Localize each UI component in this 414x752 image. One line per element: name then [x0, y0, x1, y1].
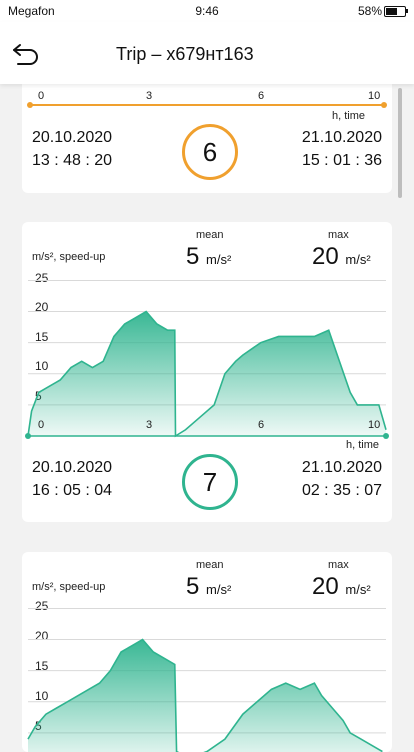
- x-axis-title: h, time: [346, 439, 379, 451]
- x-tick-label: 3: [146, 419, 152, 431]
- start-date: 20.10.2020: [32, 459, 112, 477]
- status-bar: Megafon 9:46 58%: [0, 0, 414, 22]
- speedup-chart: [22, 222, 392, 452]
- start-time: 16 : 05 : 04: [32, 482, 112, 500]
- clock: 9:46: [0, 4, 414, 18]
- battery-percent: 58%: [358, 4, 382, 18]
- app-header: Trip – x679нт163: [0, 22, 414, 84]
- trip-card[interactable]: mean max 5 m/s² 20 m/s² m/s², speed-up 2…: [22, 222, 392, 522]
- x-tick-label: 6: [258, 90, 264, 102]
- end-date: 21.10.2020: [302, 129, 382, 147]
- speedup-chart: [22, 552, 392, 752]
- x-tick-label: 6: [258, 419, 264, 431]
- end-date: 21.10.2020: [302, 459, 382, 477]
- start-date: 20.10.2020: [32, 129, 112, 147]
- x-tick-label: 0: [38, 90, 44, 102]
- trip-number: 6: [203, 137, 217, 168]
- back-button[interactable]: [10, 38, 42, 68]
- trip-number-badge: 7: [182, 454, 238, 510]
- trip-card[interactable]: mean max 5 m/s² 20 m/s² m/s², speed-up 2…: [22, 552, 392, 752]
- axis-start-marker: [25, 433, 31, 439]
- end-time: 15 : 01 : 36: [302, 152, 382, 170]
- x-tick-label: 0: [38, 419, 44, 431]
- start-time: 13 : 48 : 20: [32, 152, 112, 170]
- x-axis-title: h, time: [332, 110, 365, 122]
- x-tick-label: 10: [368, 419, 380, 431]
- trip-number-badge: 6: [182, 124, 238, 180]
- battery-icon: [384, 6, 406, 17]
- trip-card[interactable]: 0 3 6 10 h, time 20.10.2020 13 : 48 : 20…: [22, 70, 392, 193]
- x-tick-label: 10: [368, 90, 380, 102]
- x-tick-label: 3: [146, 90, 152, 102]
- axis-end-marker: [383, 433, 389, 439]
- end-time: 02 : 35 : 07: [302, 482, 382, 500]
- back-arrow-icon: [10, 38, 42, 68]
- trip-number: 7: [203, 467, 217, 498]
- series-area: [28, 640, 382, 752]
- page-title: Trip – x679нт163: [116, 44, 254, 65]
- scrollbar[interactable]: [398, 88, 402, 198]
